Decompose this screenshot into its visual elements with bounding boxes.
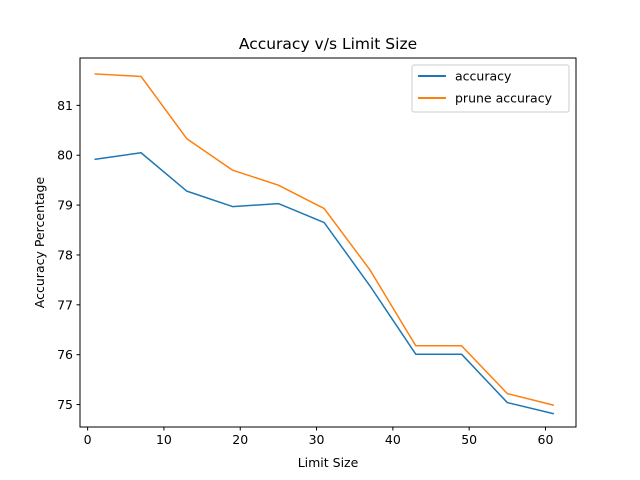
y-axis-ticks: 75 76 77 78 79 80 81	[57, 98, 80, 412]
legend-label-prune-accuracy: prune accuracy	[455, 91, 553, 106]
x-axis-label: Limit Size	[298, 455, 359, 470]
y-axis-label: Accuracy Percentage	[32, 177, 47, 309]
legend-frame	[411, 64, 570, 113]
y-tick-label: 77	[57, 297, 73, 312]
x-tick-label: 50	[461, 432, 477, 447]
series-line-prune-accuracy	[94, 73, 555, 406]
y-tick-label: 76	[57, 347, 73, 362]
series-line-accuracy	[94, 151, 555, 415]
x-tick-label: 60	[538, 432, 554, 447]
legend: accuracy prune accuracy	[411, 64, 570, 113]
y-tick-label: 78	[57, 247, 73, 262]
y-tick-label: 75	[57, 397, 73, 412]
y-tick-label: 79	[57, 198, 73, 213]
x-tick-label: 20	[232, 432, 248, 447]
x-tick-label: 40	[385, 432, 401, 447]
x-tick-label: 30	[309, 432, 325, 447]
chart-title: Accuracy v/s Limit Size	[239, 35, 417, 53]
x-tick-label: 0	[84, 432, 92, 447]
plot-lines	[94, 73, 555, 415]
x-axis-ticks: 0 10 20 30 40 50 60	[84, 427, 554, 447]
y-tick-label: 81	[57, 98, 73, 113]
x-tick-label: 10	[156, 432, 172, 447]
plot-frame	[79, 57, 577, 428]
y-tick-label: 80	[57, 148, 73, 163]
legend-label-accuracy: accuracy	[455, 69, 512, 84]
